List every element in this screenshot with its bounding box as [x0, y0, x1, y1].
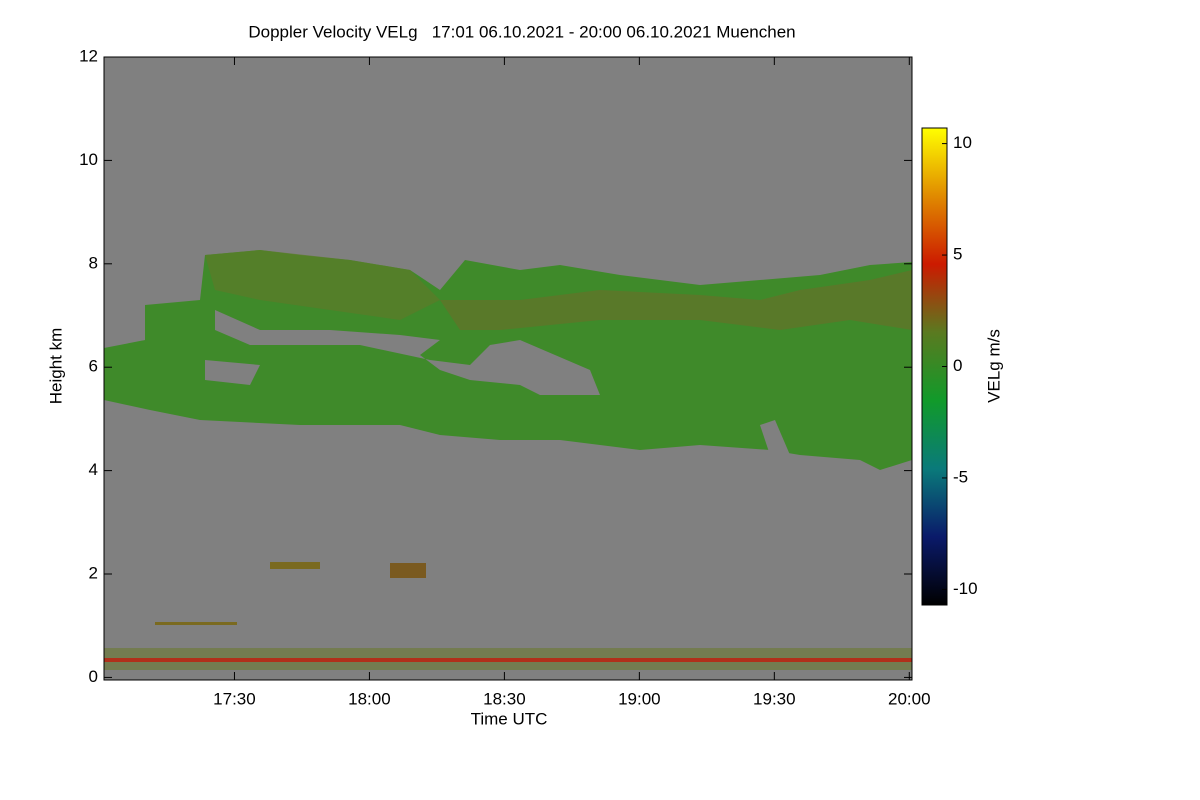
x-tick-label: 17:30 [213, 689, 256, 708]
x-tick-label: 20:00 [888, 689, 931, 708]
y-tick-label: 12 [79, 46, 98, 65]
x-tick-label: 19:00 [618, 689, 661, 708]
colorbar-tick-label: 5 [953, 245, 962, 264]
colorbar-tick-label: 10 [953, 133, 972, 152]
cloud-layer [104, 250, 912, 670]
x-tick-label: 19:30 [753, 689, 796, 708]
y-tick-label: 10 [79, 150, 98, 169]
chart-title: Doppler Velocity VELg 17:01 06.10.2021 -… [248, 22, 795, 41]
colorbar-tick-label: -10 [953, 579, 978, 598]
y-tick-label: 2 [89, 563, 98, 582]
y-axis-label: Height km [46, 328, 65, 405]
low-echo [155, 622, 237, 625]
ground-line [104, 658, 912, 662]
cloud-gap [104, 250, 145, 345]
cloud-echo-olive [205, 250, 440, 320]
y-tick-label: 8 [89, 253, 98, 272]
cloud-echo-olive [440, 270, 912, 330]
cloud-gap [760, 420, 790, 455]
plot-frame [103, 56, 913, 681]
x-axis-label: Time UTC [471, 709, 548, 728]
low-echo [270, 562, 320, 569]
cloud-gap [205, 360, 260, 385]
low-echo [390, 563, 426, 578]
colorbar-tick-label: -5 [953, 467, 968, 486]
x-tick-label: 18:00 [348, 689, 391, 708]
colorbar-label: VELg m/s [984, 329, 1003, 403]
y-tick-label: 4 [89, 460, 98, 479]
y-tick-label: 6 [89, 357, 98, 376]
colorbar-tick-label: 0 [953, 356, 962, 375]
x-tick-label: 18:30 [483, 689, 526, 708]
cloud-gap [215, 310, 600, 395]
y-tick-label: 0 [89, 667, 98, 686]
